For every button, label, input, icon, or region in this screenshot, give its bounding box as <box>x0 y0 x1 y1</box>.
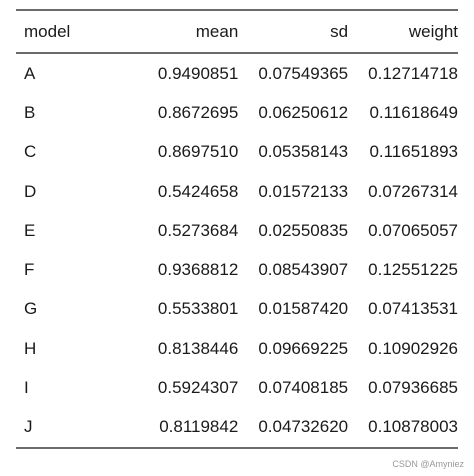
table-cell: 0.8119842 <box>159 417 239 437</box>
table-cell: 0.8138446 <box>157 338 239 358</box>
table-row: G 0.5533801 0.01587420 0.07413531 <box>16 290 458 329</box>
table-cell: 0.09669225 <box>258 338 349 358</box>
table-cell: 0.9368812 <box>157 260 239 280</box>
table-cell: 0.5273684 <box>157 220 239 240</box>
header-row: model mean sd weight <box>16 10 458 54</box>
table-cell: 0.07065057 <box>368 220 458 240</box>
table-row: C 0.8697510 0.05358143 0.11651893 <box>16 133 458 172</box>
table-cell: 0.5424658 <box>157 181 239 201</box>
table-cell: 0.07267314 <box>368 181 458 201</box>
table-row: H 0.8138446 0.09669225 0.10902926 <box>16 329 458 368</box>
table-cell: I <box>24 378 29 398</box>
table-row: E 0.5273684 0.02550835 0.07065057 <box>16 211 458 250</box>
table-row: F 0.9368812 0.08543907 0.12551225 <box>16 250 458 289</box>
table-cell: B <box>24 102 36 122</box>
column-header: sd <box>238 10 349 54</box>
table-cell: C <box>24 142 37 162</box>
table-cell: G <box>24 299 38 319</box>
table-cell: 0.01572133 <box>258 181 349 201</box>
table-cell: 0.04732620 <box>258 417 349 437</box>
table-row: I 0.5924307 0.07408185 0.07936685 <box>16 368 458 407</box>
table-cell: 0.5533801 <box>157 299 239 319</box>
table-cell: E <box>24 220 36 240</box>
table-cell: 0.07413531 <box>368 299 458 319</box>
table-cell: H <box>24 338 37 358</box>
table-row: A 0.9490851 0.07549365 0.12714718 <box>16 53 458 93</box>
table-cell: 0.07936685 <box>368 378 458 398</box>
table-cell: 0.12714718 <box>368 63 458 83</box>
column-header: model <box>16 10 81 54</box>
table-body: A 0.9490851 0.07549365 0.12714718 B 0.8672695… <box>16 53 458 448</box>
table-cell: 0.06250612 <box>258 102 349 122</box>
table-cell: 0.07408185 <box>258 378 349 398</box>
table-cell: 0.11618649 <box>369 102 458 122</box>
table-cell: 0.02550835 <box>258 220 349 240</box>
table-cell: 0.01587420 <box>258 299 349 319</box>
watermark: CSDN @Amyniez <box>392 459 464 469</box>
table-cell: 0.8697510 <box>157 142 239 162</box>
table-row: D 0.5424658 0.01572133 0.07267314 <box>16 172 458 211</box>
column-header: mean <box>80 10 239 54</box>
table-cell: 0.12551225 <box>368 260 458 280</box>
table-cell: 0.8672695 <box>157 102 239 122</box>
table-cell: 0.07549365 <box>258 63 349 83</box>
table-cell: D <box>24 181 37 201</box>
table-cell: 0.11651893 <box>369 142 458 162</box>
table-row: J 0.8119842 0.04732620 0.10878003 <box>16 408 458 448</box>
table-cell: 0.9490851 <box>157 63 239 83</box>
table-cell: F <box>24 260 35 280</box>
table-cell: 0.10878003 <box>368 417 458 437</box>
table-cell: J <box>24 417 33 437</box>
table-cell: 0.05358143 <box>258 142 349 162</box>
table-row: B 0.8672695 0.06250612 0.11618649 <box>16 93 458 132</box>
data-table: model mean sd weight A 0.9490851 0.07549365 0.… <box>16 9 458 449</box>
table-cell: 0.5924307 <box>157 378 239 398</box>
table-cell: 0.10902926 <box>368 338 458 358</box>
column-header: weight <box>348 10 458 54</box>
table-cell: A <box>24 63 36 83</box>
table-cell: 0.08543907 <box>258 260 349 280</box>
